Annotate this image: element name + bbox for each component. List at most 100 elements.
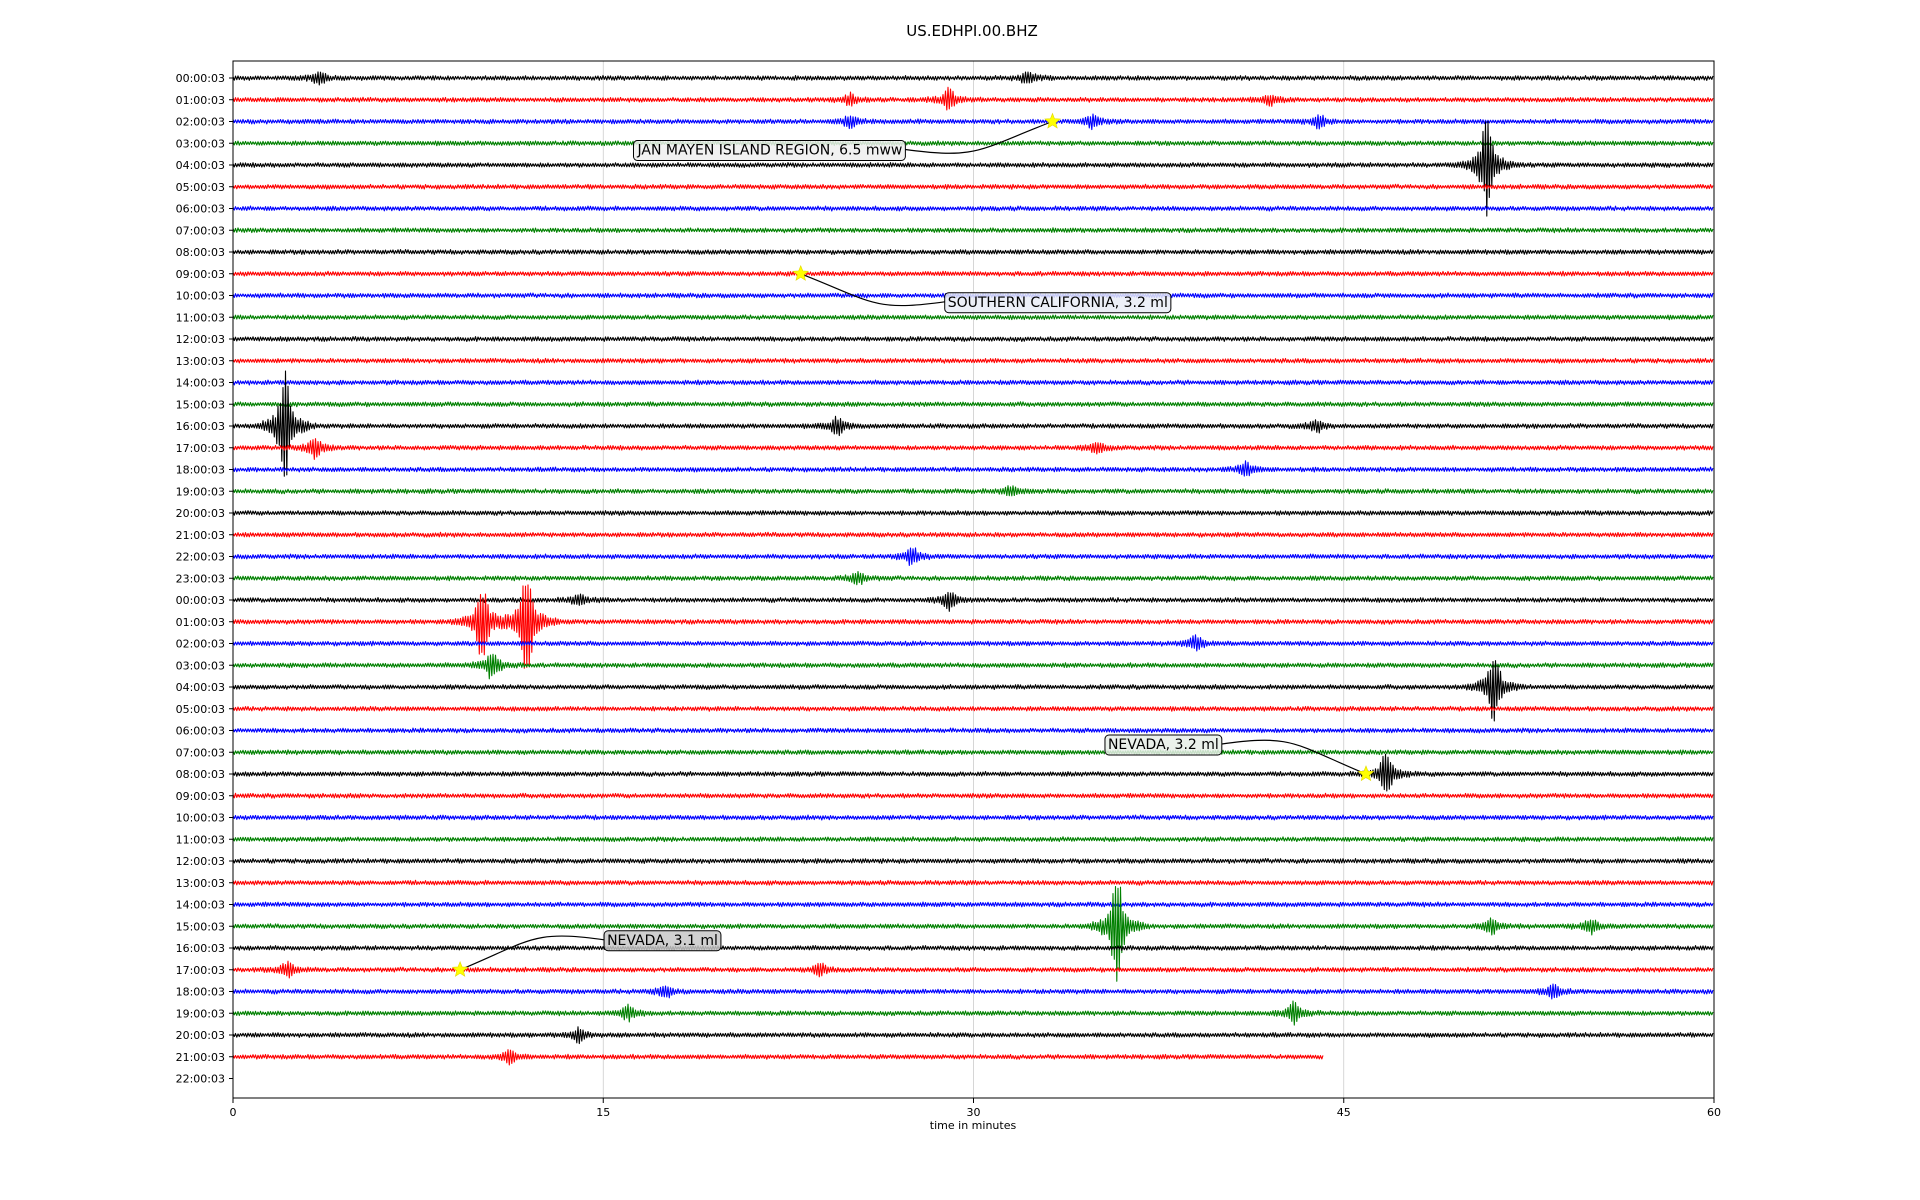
hour-label: 04:00:03 [176, 159, 225, 172]
trace-line [232, 485, 1714, 497]
trace-line [232, 531, 1714, 538]
hour-label: 13:00:03 [176, 877, 225, 890]
trace-line [232, 814, 1714, 821]
hour-label: 19:00:03 [176, 485, 225, 498]
hour-label: 05:00:03 [176, 703, 225, 716]
trace-line [232, 857, 1714, 865]
trace-line [232, 86, 1714, 111]
hour-label: 06:00:03 [176, 725, 225, 738]
event-connector [1221, 739, 1367, 775]
trace-line [232, 227, 1714, 234]
trace-line [232, 901, 1714, 908]
x-tick-label: 15 [596, 1106, 610, 1119]
hour-label: 01:00:03 [176, 616, 225, 629]
trace-line [232, 660, 1714, 722]
trace-line [232, 584, 1714, 669]
event-label-box [603, 930, 722, 952]
hour-label: 17:00:03 [176, 964, 225, 977]
event-connector [459, 935, 605, 971]
x-tick-label: 45 [1337, 1106, 1351, 1119]
trace-line [232, 335, 1714, 343]
event-label-box [632, 140, 906, 161]
hour-label: 16:00:03 [176, 942, 225, 955]
trace-line [232, 140, 1714, 147]
trace-line [232, 205, 1714, 212]
trace-line [232, 401, 1714, 408]
hour-label: 09:00:03 [176, 268, 225, 281]
hour-labels: 00:00:03 01:00:03 02:00:03 03:00:03 04:00:03… [176, 72, 233, 1086]
trace-line [232, 1000, 1714, 1026]
chart-title: US.EDHPI.00.BHZ [906, 22, 1038, 40]
trace-line [232, 886, 1714, 982]
hour-label: 07:00:03 [176, 224, 225, 237]
event-star-marker [1357, 765, 1375, 782]
hour-label: 08:00:03 [176, 246, 225, 259]
hour-label: 12:00:03 [176, 855, 225, 868]
trace-line [232, 836, 1714, 843]
trace-line [232, 960, 1714, 979]
trace-line [232, 983, 1714, 1000]
hour-label: 17:00:03 [176, 442, 225, 455]
trace-line [232, 591, 1714, 612]
hour-label: 04:00:03 [176, 681, 225, 694]
hour-label: 22:00:03 [176, 1073, 225, 1086]
trace-line [232, 570, 1714, 586]
hour-label: 19:00:03 [176, 1007, 225, 1020]
x-axis-label: time in minutes [930, 1119, 1017, 1132]
trace-line [232, 653, 1714, 680]
trace-line [232, 749, 1714, 756]
trace-line [232, 71, 1714, 86]
hour-label: 18:00:03 [176, 464, 225, 477]
trace-line [232, 879, 1714, 886]
event-label: SOUTHERN CALIFORNIA, 3.2 ml [948, 295, 1168, 311]
trace-line [232, 705, 1714, 712]
hour-label: 02:00:03 [176, 116, 225, 129]
hour-label: 05:00:03 [176, 181, 225, 194]
hour-label: 00:00:03 [176, 594, 225, 607]
hour-label: 07:00:03 [176, 746, 225, 759]
event-annotations: JAN MAYEN ISLAND REGION, 6.5 mww SOUTHERN… [451, 112, 1375, 977]
event-label-box [944, 292, 1172, 314]
trace-line [232, 438, 1714, 460]
hour-label: 10:00:03 [176, 290, 225, 303]
hour-label: 00:00:03 [176, 72, 225, 85]
trace-line [232, 270, 1714, 277]
hour-label: 16:00:03 [176, 420, 225, 433]
hour-label: 11:00:03 [176, 311, 225, 324]
trace-line [232, 1049, 1324, 1066]
trace-line [232, 634, 1714, 652]
hour-label: 13:00:03 [176, 355, 225, 368]
hour-label: 06:00:03 [176, 203, 225, 216]
event-star-marker [1044, 112, 1061, 129]
hour-label: 20:00:03 [176, 507, 225, 520]
trace-line [232, 727, 1714, 734]
event-star-marker [451, 960, 469, 977]
event-star-marker [792, 264, 810, 281]
hour-label: 21:00:03 [176, 1051, 225, 1064]
event-label: NEVADA, 3.1 ml [607, 933, 718, 949]
hour-label: 01:00:03 [176, 94, 225, 107]
x-axis-ticks: 0 15 30 45 60 [230, 1098, 1721, 1119]
trace-line [232, 370, 1714, 477]
hour-label: 03:00:03 [176, 659, 225, 672]
trace-line [232, 379, 1714, 386]
hour-label: 09:00:03 [176, 790, 225, 803]
hour-label: 15:00:03 [176, 920, 225, 933]
trace-line [232, 113, 1714, 131]
trace-line [232, 509, 1714, 516]
hour-label: 08:00:03 [176, 768, 225, 781]
trace-line [232, 547, 1714, 566]
hour-label: 20:00:03 [176, 1029, 225, 1042]
hour-label: 23:00:03 [176, 572, 225, 585]
hour-label: 22:00:03 [176, 551, 225, 564]
hour-label: 14:00:03 [176, 899, 225, 912]
event-label-box [1104, 734, 1223, 756]
trace-line [232, 460, 1714, 477]
x-tick-label: 30 [967, 1106, 981, 1119]
event-label: JAN MAYEN ISLAND REGION, 6.5 mww [636, 143, 902, 159]
event-connector [905, 120, 1053, 154]
hour-label: 11:00:03 [176, 833, 225, 846]
hour-label: 14:00:03 [176, 377, 225, 390]
